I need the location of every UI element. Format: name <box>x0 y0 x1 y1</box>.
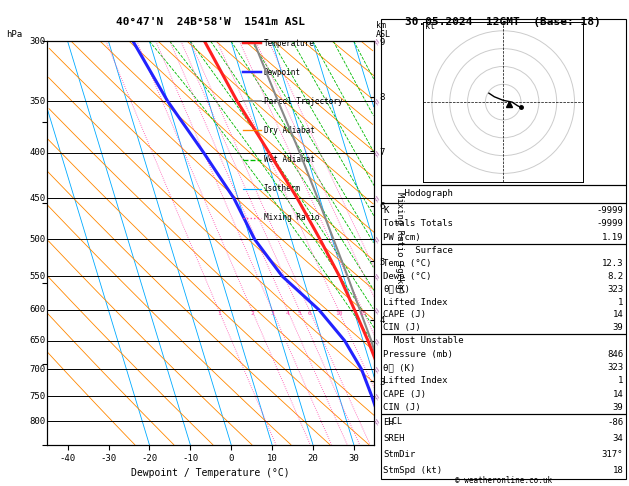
Text: 750: 750 <box>30 392 45 401</box>
Text: Temp (°C): Temp (°C) <box>383 259 431 268</box>
Text: 10: 10 <box>335 311 343 316</box>
Text: 450: 450 <box>30 194 45 203</box>
Text: Hodograph: Hodograph <box>383 190 453 198</box>
Text: 14: 14 <box>613 390 623 399</box>
Text: 800: 800 <box>30 417 45 426</box>
Text: 4: 4 <box>286 311 289 316</box>
Y-axis label: Mixing Ratio (g/kg): Mixing Ratio (g/kg) <box>395 192 404 294</box>
Text: SREH: SREH <box>383 434 404 443</box>
Text: Mixing Ratio: Mixing Ratio <box>264 213 319 222</box>
Text: //: // <box>374 272 381 280</box>
Text: -86: -86 <box>607 418 623 427</box>
Text: 6: 6 <box>308 311 311 316</box>
Text: Parcel Trajectory: Parcel Trajectory <box>264 97 342 106</box>
Text: //: // <box>374 306 381 314</box>
Text: 5: 5 <box>298 311 302 316</box>
Text: 34: 34 <box>613 434 623 443</box>
Text: 14: 14 <box>613 311 623 319</box>
Text: Lifted Index: Lifted Index <box>383 297 448 307</box>
Text: 15: 15 <box>359 311 367 316</box>
Text: 40°47'N  24B°58'W  1541m ASL: 40°47'N 24B°58'W 1541m ASL <box>116 17 305 27</box>
Text: StmSpd (kt): StmSpd (kt) <box>383 466 442 475</box>
Text: StmDir: StmDir <box>383 450 415 459</box>
Text: Totals Totals: Totals Totals <box>383 219 453 228</box>
Text: Most Unstable: Most Unstable <box>383 336 464 345</box>
Text: 500: 500 <box>30 235 45 243</box>
Text: 700: 700 <box>30 365 45 374</box>
Text: K: K <box>383 206 389 214</box>
Text: 650: 650 <box>30 336 45 345</box>
Text: //: // <box>374 235 381 243</box>
Text: 18: 18 <box>613 466 623 475</box>
Text: Isotherm: Isotherm <box>264 184 301 193</box>
Text: 846: 846 <box>607 349 623 359</box>
Text: 400: 400 <box>30 148 45 157</box>
Text: km
ASL: km ASL <box>376 21 391 39</box>
Text: EH: EH <box>383 418 394 427</box>
Text: //: // <box>374 337 381 345</box>
Text: CAPE (J): CAPE (J) <box>383 311 426 319</box>
Text: 8.2: 8.2 <box>607 272 623 281</box>
Text: -9999: -9999 <box>596 206 623 214</box>
Text: //: // <box>374 97 381 105</box>
Text: kt: kt <box>425 22 435 31</box>
Text: Dewpoint: Dewpoint <box>264 68 301 77</box>
Text: Dewp (°C): Dewp (°C) <box>383 272 431 281</box>
Text: 350: 350 <box>30 97 45 105</box>
Text: hPa: hPa <box>6 30 23 39</box>
Text: CIN (J): CIN (J) <box>383 403 421 412</box>
Text: CAPE (J): CAPE (J) <box>383 390 426 399</box>
Text: 300: 300 <box>30 37 45 46</box>
Text: 2: 2 <box>250 311 254 316</box>
Text: //: // <box>374 392 381 400</box>
Text: θᴇ (K): θᴇ (K) <box>383 363 415 372</box>
Text: //: // <box>374 149 381 157</box>
Text: Dry Adiabat: Dry Adiabat <box>264 126 314 135</box>
Text: 12.3: 12.3 <box>602 259 623 268</box>
Text: 1: 1 <box>618 377 623 385</box>
Text: 317°: 317° <box>602 450 623 459</box>
Text: PW (cm): PW (cm) <box>383 233 421 242</box>
Text: Temperature: Temperature <box>264 39 314 48</box>
Text: 39: 39 <box>613 403 623 412</box>
Text: 1: 1 <box>217 311 221 316</box>
Text: Lifted Index: Lifted Index <box>383 377 448 385</box>
Text: 1: 1 <box>618 297 623 307</box>
Text: -9999: -9999 <box>596 219 623 228</box>
Text: © weatheronline.co.uk: © weatheronline.co.uk <box>455 476 552 485</box>
Text: θᴇ(K): θᴇ(K) <box>383 285 410 294</box>
Text: 39: 39 <box>613 323 623 332</box>
Text: //: // <box>374 37 381 45</box>
X-axis label: Dewpoint / Temperature (°C): Dewpoint / Temperature (°C) <box>131 468 290 478</box>
Text: 550: 550 <box>30 272 45 280</box>
Text: Wet Adiabat: Wet Adiabat <box>264 155 314 164</box>
Text: //: // <box>374 417 381 425</box>
Text: CIN (J): CIN (J) <box>383 323 421 332</box>
Text: 30.05.2024  12GMT  (Base: 18): 30.05.2024 12GMT (Base: 18) <box>405 17 601 27</box>
Text: 3: 3 <box>271 311 275 316</box>
Text: 600: 600 <box>30 305 45 314</box>
Text: LCL: LCL <box>387 417 403 426</box>
Text: Surface: Surface <box>383 246 453 255</box>
Text: //: // <box>374 194 381 203</box>
Text: 323: 323 <box>607 363 623 372</box>
Text: 1.19: 1.19 <box>602 233 623 242</box>
Text: //: // <box>374 365 381 374</box>
Text: 323: 323 <box>607 285 623 294</box>
Text: Pressure (mb): Pressure (mb) <box>383 349 453 359</box>
